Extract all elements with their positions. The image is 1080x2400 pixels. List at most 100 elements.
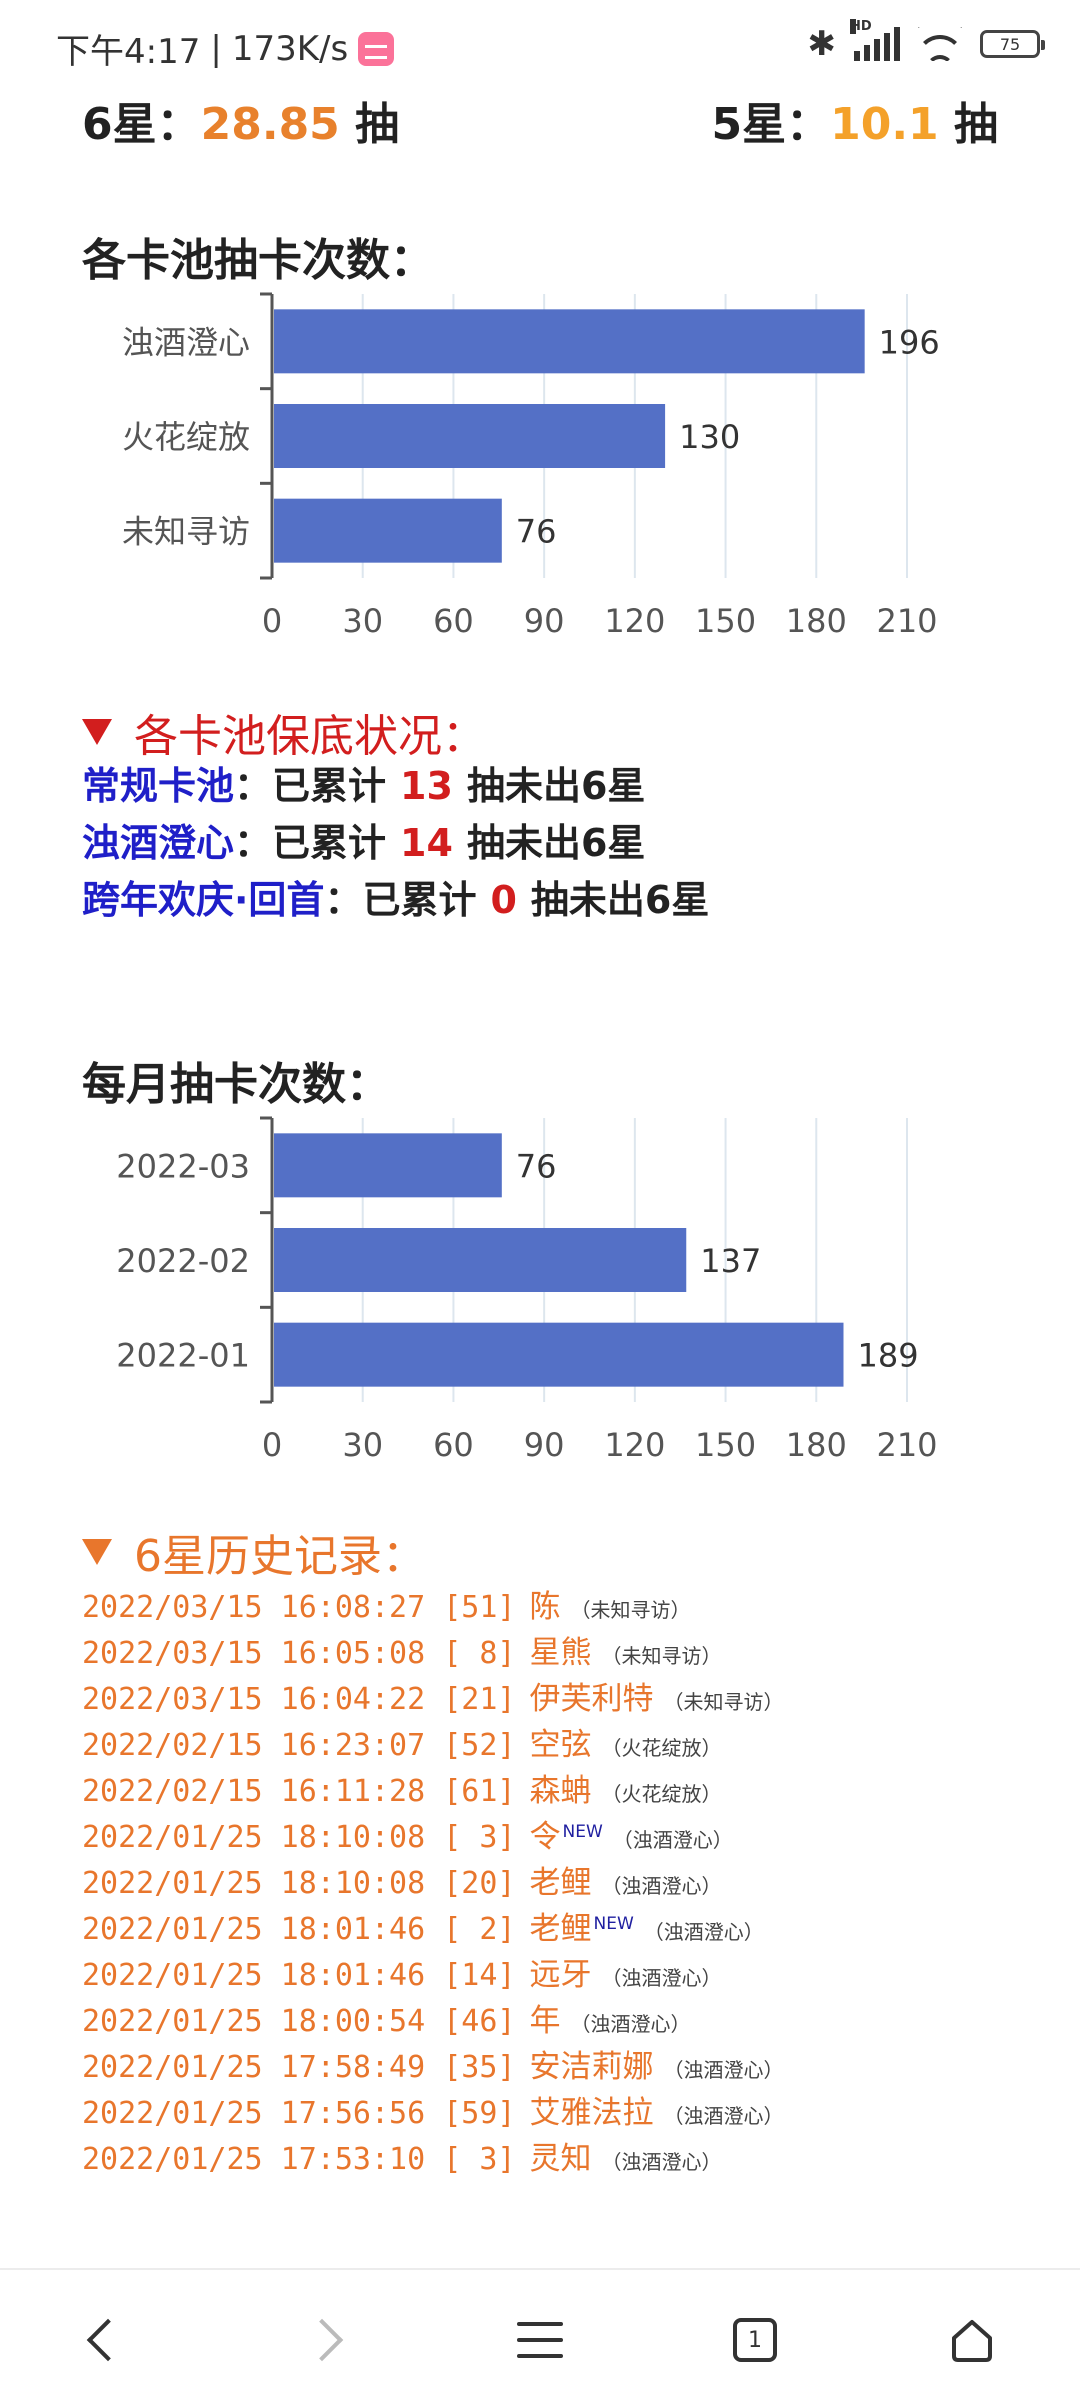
history-row: 2022/01/25 18:10:08 [20] 老鲤 （浊酒澄心）	[82, 1860, 783, 1906]
x-tick-label: 90	[524, 602, 565, 640]
history-title-text: 6星历史记录：	[134, 1531, 426, 1582]
bar-value-label: 130	[679, 418, 740, 456]
six-star-average: 6星：28.85 抽	[82, 88, 399, 152]
network-speed: 173K/s	[231, 28, 349, 69]
history-pool: （浊酒澄心）	[601, 1874, 722, 1898]
five-star-label: 5星：	[711, 99, 831, 150]
history-pool: （浊酒澄心）	[643, 1920, 764, 1944]
five-star-value: 10.1	[830, 99, 939, 150]
tabs-icon: 1	[733, 2318, 777, 2362]
menu-icon	[517, 2322, 563, 2358]
home-icon	[952, 2320, 992, 2362]
history-pool: （浊酒澄心）	[663, 2104, 784, 2128]
pity-prefix: 已累计	[362, 878, 477, 922]
x-tick-label: 30	[342, 1426, 383, 1464]
history-time: 2022/01/25 18:01:46 [ 2]	[82, 1912, 516, 1947]
x-tick-label: 180	[786, 1426, 847, 1464]
tabs-button[interactable]: 1	[715, 2310, 795, 2370]
pity-title-text: 各卡池保底状况：	[134, 711, 486, 762]
category-label: 未知寻访	[122, 513, 250, 551]
history-pool: （浊酒澄心）	[601, 1966, 722, 1990]
hd-label: HD	[850, 19, 872, 34]
x-tick-label: 0	[262, 1426, 282, 1464]
bar-value-label: 137	[700, 1242, 761, 1280]
history-row: 2022/02/15 16:23:07 [52] 空弦 （火花绽放）	[82, 1722, 783, 1768]
category-label: 2022-01	[116, 1337, 250, 1375]
pity-row: 常规卡池：已累计 13 抽未出6星	[82, 758, 709, 815]
history-row: 2022/01/25 18:10:08 [ 3] 令 NEW （浊酒澄心）	[82, 1814, 783, 1860]
pity-pool-name: 跨年欢庆·回首	[82, 878, 325, 922]
history-row: 2022/01/25 17:58:49 [35] 安洁莉娜 （浊酒澄心）	[82, 2044, 783, 2090]
status-bar: 下午4:17 | 173K/s ✱ HD 75	[0, 0, 1080, 90]
history-pool: （浊酒澄心）	[601, 2150, 722, 2174]
status-right: ✱ HD 75	[808, 19, 1045, 64]
bar	[274, 1133, 502, 1198]
history-operator-name: 森蚺	[529, 1773, 592, 1809]
status-time: 下午4:17	[56, 32, 201, 72]
pity-colon: ：	[324, 878, 363, 922]
x-tick-label: 210	[876, 602, 937, 640]
history-time: 2022/02/15 16:23:07 [52]	[82, 1728, 516, 1763]
history-time: 2022/02/15 16:11:28 [61]	[82, 1774, 516, 1809]
x-tick-label: 150	[695, 602, 756, 640]
pity-list: 常规卡池：已累计 13 抽未出6星 浊酒澄心：已累计 14 抽未出6星 跨年欢庆·回首：…	[82, 758, 709, 929]
x-tick-label: 180	[786, 602, 847, 640]
six-star-label: 6星：	[82, 99, 201, 150]
bar	[274, 404, 666, 468]
category-label: 浊酒澄心	[122, 323, 250, 361]
history-operator-name: 年	[529, 2003, 561, 2039]
pity-count: 0	[490, 878, 517, 922]
tab-count: 1	[748, 2327, 762, 2353]
pity-suffix: 抽未出6星	[466, 821, 646, 865]
bar-value-label: 196	[879, 323, 940, 361]
bar-value-label: 76	[516, 1147, 557, 1185]
pity-count: 13	[400, 764, 453, 808]
monthly-chart-title: 每月抽卡次数：	[82, 1059, 390, 1110]
status-left: 下午4:17 | 173K/s	[56, 24, 395, 73]
menu-button[interactable]	[500, 2310, 580, 2370]
pity-pool-name: 常规卡池	[82, 764, 235, 808]
bar	[274, 1322, 844, 1387]
five-star-average: 5星：10.1 抽	[711, 88, 998, 152]
new-badge: NEW	[562, 1822, 603, 1842]
five-star-unit: 抽	[954, 99, 998, 150]
pity-prefix: 已累计	[272, 821, 387, 865]
history-row: 2022/02/15 16:11:28 [61] 森蚺 （火花绽放）	[82, 1768, 783, 1814]
back-icon	[86, 2318, 130, 2362]
back-button[interactable]	[68, 2310, 148, 2370]
x-tick-label: 60	[433, 602, 474, 640]
history-row: 2022/03/15 16:04:22 [21] 伊芙利特 （未知寻访）	[82, 1676, 783, 1722]
history-pool: （未知寻访）	[663, 1690, 784, 1714]
history-pool: （浊酒澄心）	[570, 2012, 691, 2036]
bar	[274, 309, 865, 374]
pity-row: 浊酒澄心：已累计 14 抽未出6星	[82, 815, 709, 872]
history-row: 2022/01/25 18:01:46 [ 2] 老鲤 NEW （浊酒澄心）	[82, 1906, 783, 1952]
history-pool: （火花绽放）	[601, 1736, 722, 1760]
x-tick-label: 210	[876, 1426, 937, 1464]
pity-suffix: 抽未出6星	[530, 878, 710, 922]
history-pool: （浊酒澄心）	[612, 1828, 733, 1852]
history-operator-name: 老鲤	[529, 1911, 592, 1947]
x-tick-label: 90	[524, 1426, 565, 1464]
history-row: 2022/03/15 16:08:27 [51] 陈 （未知寻访）	[82, 1584, 783, 1630]
history-time: 2022/01/25 17:58:49 [35]	[82, 2050, 516, 2085]
x-tick-label: 60	[433, 1426, 474, 1464]
history-operator-name: 陈	[529, 1589, 561, 1625]
history-operator-name: 空弦	[529, 1727, 592, 1763]
monthly-pulls-chart: 0 30 60 90 120 150 180 210 2022-03 76 2022-02 137 20…	[0, 1104, 1080, 1474]
history-operator-name: 令	[529, 1819, 561, 1855]
history-pool: （未知寻访）	[570, 1598, 691, 1622]
history-row: 2022/01/25 17:56:56 [59] 艾雅法拉 （浊酒澄心）	[82, 2090, 783, 2136]
history-operator-name: 远牙	[529, 1957, 592, 1993]
history-time: 2022/01/25 18:00:54 [46]	[82, 2004, 516, 2039]
category-label: 火花绽放	[122, 418, 250, 456]
bar	[274, 1228, 687, 1292]
pity-count: 14	[400, 821, 453, 865]
history-time: 2022/01/25 18:10:08 [20]	[82, 1866, 516, 1901]
forward-button[interactable]	[282, 2310, 362, 2370]
six-star-unit: 抽	[355, 99, 400, 150]
monthly-chart-svg: 0 30 60 90 120 150 180 210 2022-03 76 2022-02 137 20…	[116, 1116, 938, 1464]
history-time: 2022/01/25 18:01:46 [14]	[82, 1958, 516, 1993]
home-button[interactable]	[932, 2310, 1012, 2370]
history-row: 2022/01/25 17:53:10 [ 3] 灵知 （浊酒澄心）	[82, 2136, 783, 2182]
